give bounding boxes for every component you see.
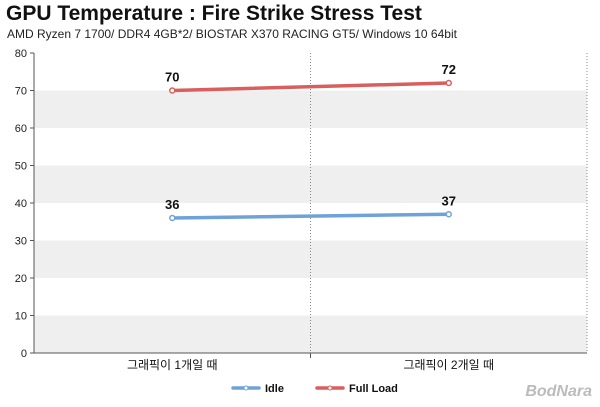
- legend-label-idle: Idle: [265, 383, 284, 395]
- grid-band: [34, 165, 587, 203]
- data-labels: 36 37 70 72: [165, 62, 456, 212]
- x-axis-categories: 그래픽이 1개일 때 그래픽이 2개일 때: [127, 358, 494, 372]
- watermark-logo: BodNara: [525, 383, 592, 400]
- series-line-idle: [170, 212, 451, 220]
- chart-title: GPU Temperature : Fire Strike Stress Tes…: [6, 2, 422, 25]
- legend-marker-idle: [243, 385, 249, 391]
- y-axis-ticks: 0 10 20 30 40 50 60 70 80: [15, 48, 34, 360]
- y-tick-label: 70: [15, 86, 27, 98]
- y-tick-label: 50: [15, 161, 27, 173]
- grid-band: [34, 240, 587, 278]
- legend: Idle Full Load: [231, 383, 398, 395]
- data-point-idle: [445, 211, 452, 218]
- series-line-full-load: [170, 81, 451, 93]
- data-label-full-load: 70: [165, 70, 179, 85]
- data-label-idle: 37: [442, 193, 456, 208]
- y-tick-label: 60: [15, 123, 27, 135]
- y-tick-label: 30: [15, 236, 27, 248]
- data-point-idle: [169, 214, 176, 222]
- y-tick-label: 0: [21, 348, 27, 360]
- x-category-label: 그래픽이 2개일 때: [403, 358, 494, 372]
- y-tick-label: 20: [15, 273, 27, 285]
- series-points: [169, 79, 452, 222]
- series-lines: [170, 81, 451, 220]
- data-point-full-load: [169, 87, 176, 94]
- data-label-full-load: 72: [442, 62, 456, 77]
- grid-band: [34, 90, 587, 128]
- y-tick-label: 40: [15, 198, 27, 210]
- legend-label-full-load: Full Load: [349, 383, 398, 395]
- data-label-idle: 36: [165, 197, 179, 212]
- y-tick-label: 10: [15, 311, 27, 323]
- grid-bands: [34, 90, 587, 353]
- data-point-full-load: [445, 79, 452, 87]
- legend-marker-full-load: [327, 385, 333, 391]
- y-tick-label: 80: [15, 48, 27, 60]
- chart-subtitle: AMD Ryzen 7 1700/ DDR4 4GB*2/ BIOSTAR X3…: [7, 27, 457, 41]
- grid-band: [34, 315, 587, 353]
- x-category-label: 그래픽이 1개일 때: [127, 358, 218, 372]
